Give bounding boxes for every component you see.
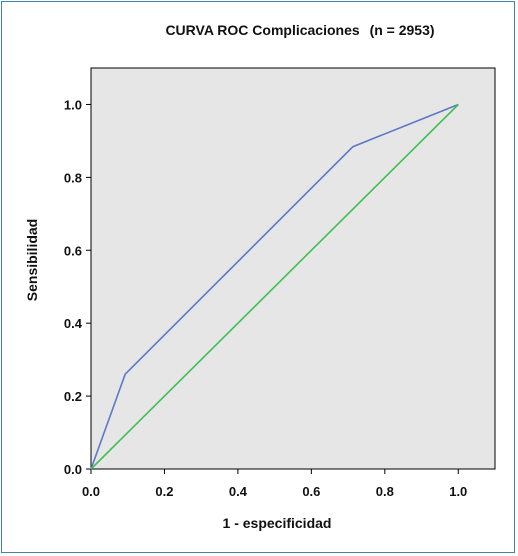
x-tick-label: 0.0 [82,484,100,499]
x-tick-label: 0.6 [302,484,320,499]
y-axis-label: Sensibilidad [24,219,40,301]
chart-title-main: CURVA ROC Complicaciones [165,22,359,38]
y-tick-label: 0.4 [64,316,83,331]
roc-curve-line [90,103,459,470]
y-tick-label: 0.8 [64,170,82,185]
x-tick-label: 0.8 [376,484,394,499]
x-tick-label: 1.0 [449,484,467,499]
y-tick-label: 0.0 [64,462,82,477]
y-tick-label: 0.2 [64,389,82,404]
y-tick-label: 0.6 [64,243,82,258]
axis-ticks: 0.0 0.2 0.4 0.6 0.8 1.0 0.0 0.2 0.4 0.6 0.8 1.0 [64,97,467,499]
series-layer [90,103,459,470]
chart-title-subtitle: (n = 2953) [370,22,435,38]
y-tick-label: 1.0 [64,97,82,112]
x-axis-label: 1 - especificidad [223,515,332,531]
x-tick-label: 0.4 [229,484,248,499]
chart-title: CURVA ROC Complicaciones (n = 2953) [165,22,434,38]
reference-diagonal-line [90,103,459,470]
x-tick-label: 0.2 [155,484,173,499]
